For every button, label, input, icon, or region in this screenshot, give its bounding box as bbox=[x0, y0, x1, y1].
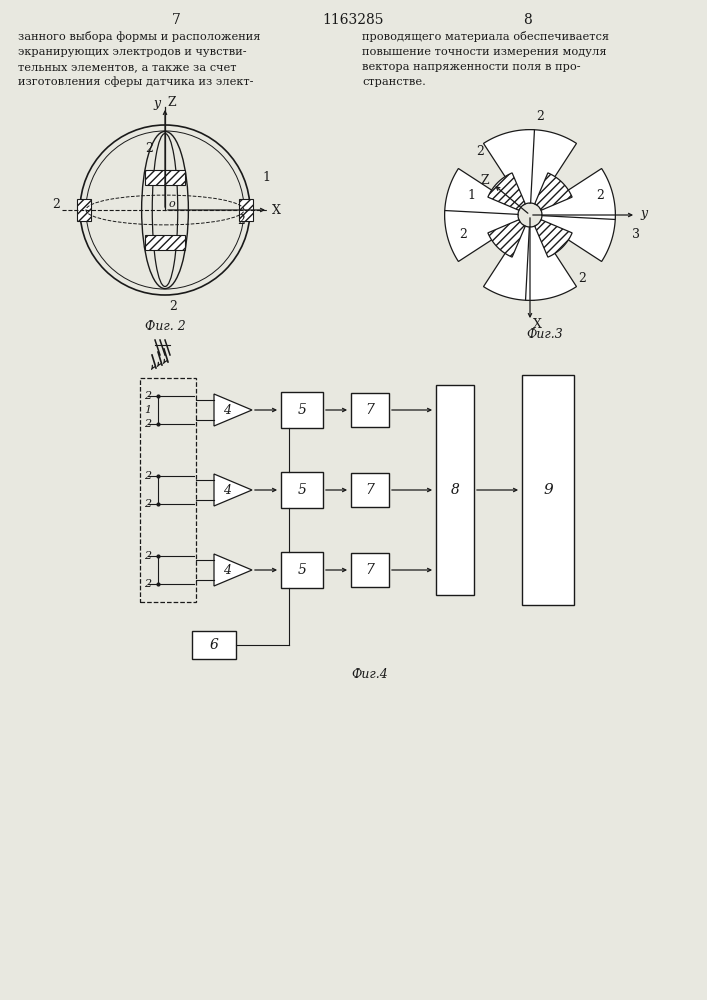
Polygon shape bbox=[534, 173, 572, 210]
Bar bbox=[281, 472, 323, 508]
Text: y: y bbox=[640, 207, 647, 220]
Bar bbox=[281, 552, 323, 588]
Bar bbox=[351, 393, 389, 427]
Text: 2: 2 bbox=[477, 145, 484, 158]
Polygon shape bbox=[540, 169, 615, 219]
Text: 5: 5 bbox=[298, 403, 306, 417]
Bar bbox=[351, 473, 389, 507]
Text: 4: 4 bbox=[223, 484, 231, 496]
Text: 2: 2 bbox=[144, 579, 151, 589]
Text: экранирующих электродов и чувстви-: экранирующих электродов и чувстви- bbox=[18, 47, 247, 57]
Bar bbox=[146, 235, 185, 250]
Text: 2: 2 bbox=[144, 551, 151, 561]
Text: 2: 2 bbox=[459, 228, 467, 241]
Text: повышение точности измерения модуля: повышение точности измерения модуля bbox=[362, 47, 607, 57]
Text: Фиг.4: Фиг.4 bbox=[351, 668, 388, 682]
Text: вектора напряженности поля в про-: вектора напряженности поля в про- bbox=[362, 62, 580, 72]
Text: 8: 8 bbox=[524, 13, 532, 27]
Text: 1: 1 bbox=[467, 189, 475, 202]
Polygon shape bbox=[488, 173, 525, 210]
Text: 5: 5 bbox=[298, 563, 306, 577]
Text: y: y bbox=[154, 97, 161, 109]
Text: 1: 1 bbox=[262, 171, 270, 184]
Text: Фиг.3: Фиг.3 bbox=[527, 328, 563, 342]
Text: 2: 2 bbox=[537, 110, 544, 123]
Text: 2: 2 bbox=[145, 142, 153, 155]
Text: 2: 2 bbox=[144, 419, 151, 429]
Bar bbox=[281, 392, 323, 428]
Bar bbox=[239, 199, 252, 221]
Polygon shape bbox=[484, 225, 534, 300]
Text: 2: 2 bbox=[578, 272, 586, 285]
Text: 2: 2 bbox=[144, 499, 151, 509]
Polygon shape bbox=[445, 211, 520, 261]
Bar bbox=[78, 199, 91, 221]
Text: занного выбора формы и расположения: занного выбора формы и расположения bbox=[18, 31, 260, 42]
Bar bbox=[140, 378, 196, 602]
Text: странстве.: странстве. bbox=[362, 77, 426, 87]
Text: Z: Z bbox=[480, 174, 489, 187]
Text: 7: 7 bbox=[366, 563, 375, 577]
Text: 2: 2 bbox=[144, 471, 151, 481]
Text: 1163285: 1163285 bbox=[322, 13, 384, 27]
Text: Фиг. 2: Фиг. 2 bbox=[145, 320, 185, 334]
Text: 2: 2 bbox=[238, 214, 245, 227]
Text: Z: Z bbox=[167, 97, 175, 109]
Text: 2: 2 bbox=[596, 189, 604, 202]
Polygon shape bbox=[214, 474, 252, 506]
Text: 1: 1 bbox=[144, 405, 151, 415]
Polygon shape bbox=[525, 130, 576, 205]
Bar bbox=[522, 375, 574, 605]
Text: 3: 3 bbox=[632, 228, 640, 241]
Polygon shape bbox=[214, 394, 252, 426]
Bar bbox=[351, 553, 389, 587]
Bar bbox=[192, 631, 236, 659]
Text: X: X bbox=[533, 318, 542, 332]
Text: X: X bbox=[272, 204, 281, 217]
Polygon shape bbox=[214, 554, 252, 586]
Text: 2: 2 bbox=[52, 198, 60, 212]
Polygon shape bbox=[534, 220, 572, 257]
Text: 8: 8 bbox=[450, 483, 460, 497]
Bar bbox=[436, 385, 474, 595]
Bar bbox=[146, 170, 185, 185]
Text: 7: 7 bbox=[172, 13, 180, 27]
Text: 4: 4 bbox=[223, 403, 231, 416]
Text: 2: 2 bbox=[169, 300, 177, 314]
Polygon shape bbox=[525, 225, 576, 300]
Text: 9: 9 bbox=[543, 483, 553, 497]
Text: 7: 7 bbox=[366, 403, 375, 417]
Polygon shape bbox=[445, 169, 520, 219]
Text: изготовления сферы датчика из элект-: изготовления сферы датчика из элект- bbox=[18, 77, 254, 87]
Text: o: o bbox=[169, 199, 176, 209]
Text: тельных элементов, а также за счет: тельных элементов, а также за счет bbox=[18, 62, 237, 72]
Text: 2: 2 bbox=[144, 391, 151, 401]
Text: 6: 6 bbox=[209, 638, 218, 652]
Polygon shape bbox=[488, 220, 525, 257]
Text: проводящего материала обеспечивается: проводящего материала обеспечивается bbox=[362, 31, 609, 42]
Polygon shape bbox=[484, 130, 534, 205]
Text: 5: 5 bbox=[298, 483, 306, 497]
Text: 4: 4 bbox=[223, 564, 231, 576]
Text: 7: 7 bbox=[366, 483, 375, 497]
Polygon shape bbox=[540, 211, 615, 261]
